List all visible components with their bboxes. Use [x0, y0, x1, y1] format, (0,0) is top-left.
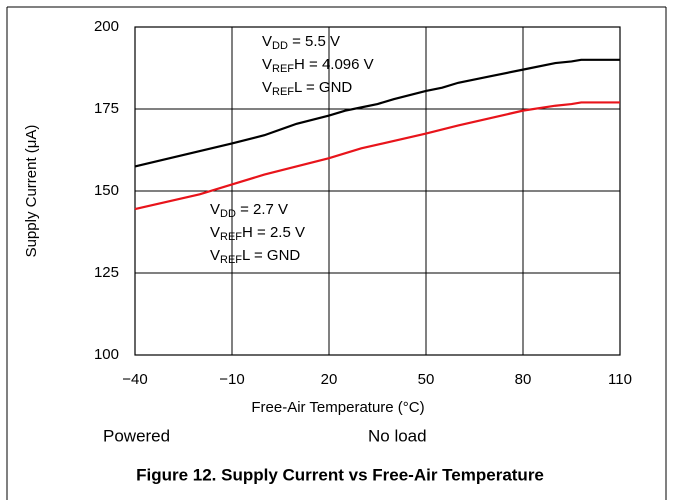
annotation-text: V	[210, 224, 220, 241]
x-tick-label: 80	[515, 371, 532, 388]
series-line	[134, 101, 620, 211]
y-tick-label: 200	[94, 18, 119, 35]
annotation-text: V	[210, 201, 220, 218]
annotation-subscript: REF	[220, 254, 242, 266]
y-tick-label: 175	[94, 100, 119, 117]
y-tick-label: 100	[94, 346, 119, 363]
annotation-subscript: DD	[220, 208, 236, 220]
y-axis-label: Supply Current (μA)	[23, 125, 40, 258]
annotation: VREFL = GND	[262, 79, 352, 98]
annotation-text: L = GND	[294, 79, 352, 96]
series-line	[134, 58, 620, 168]
annotation-subscript: DD	[272, 40, 288, 52]
annotation-text: = 2.7 V	[236, 201, 288, 218]
caption: Figure 12. Supply Current vs Free-Air Te…	[136, 465, 544, 484]
annotation-subscript: REF	[220, 231, 242, 243]
y-tick-label: 125	[94, 264, 119, 281]
annotation-subscript: REF	[272, 63, 294, 75]
note: No load	[368, 426, 427, 445]
annotation-text: L = GND	[242, 247, 300, 264]
annotation: VREFH = 4.096 V	[262, 56, 374, 75]
x-tick-label: 20	[321, 371, 338, 388]
note: Powered	[103, 426, 170, 445]
x-tick-label: −10	[219, 371, 244, 388]
annotation-text: H = 2.5 V	[242, 224, 305, 241]
annotation-text: H = 4.096 V	[294, 56, 374, 73]
x-tick-label: −40	[122, 371, 147, 388]
annotation: VREFL = GND	[210, 247, 300, 266]
x-tick-label: 110	[608, 371, 632, 388]
annotation-text: = 5.5 V	[288, 33, 340, 50]
x-tick-label: 50	[418, 371, 435, 388]
annotation-subscript: REF	[272, 86, 294, 98]
annotation: VREFH = 2.5 V	[210, 224, 305, 243]
annotation: VDD = 2.7 V	[210, 201, 288, 220]
y-tick-label: 150	[94, 182, 119, 199]
plot-frame	[134, 26, 621, 356]
annotation-text: V	[262, 56, 272, 73]
x-axis-label: Free-Air Temperature (°C)	[251, 399, 424, 416]
annotation-text: V	[262, 33, 272, 50]
annotation: VDD = 5.5 V	[262, 33, 340, 52]
annotation-text: V	[210, 247, 220, 264]
annotation-text: V	[262, 79, 272, 96]
